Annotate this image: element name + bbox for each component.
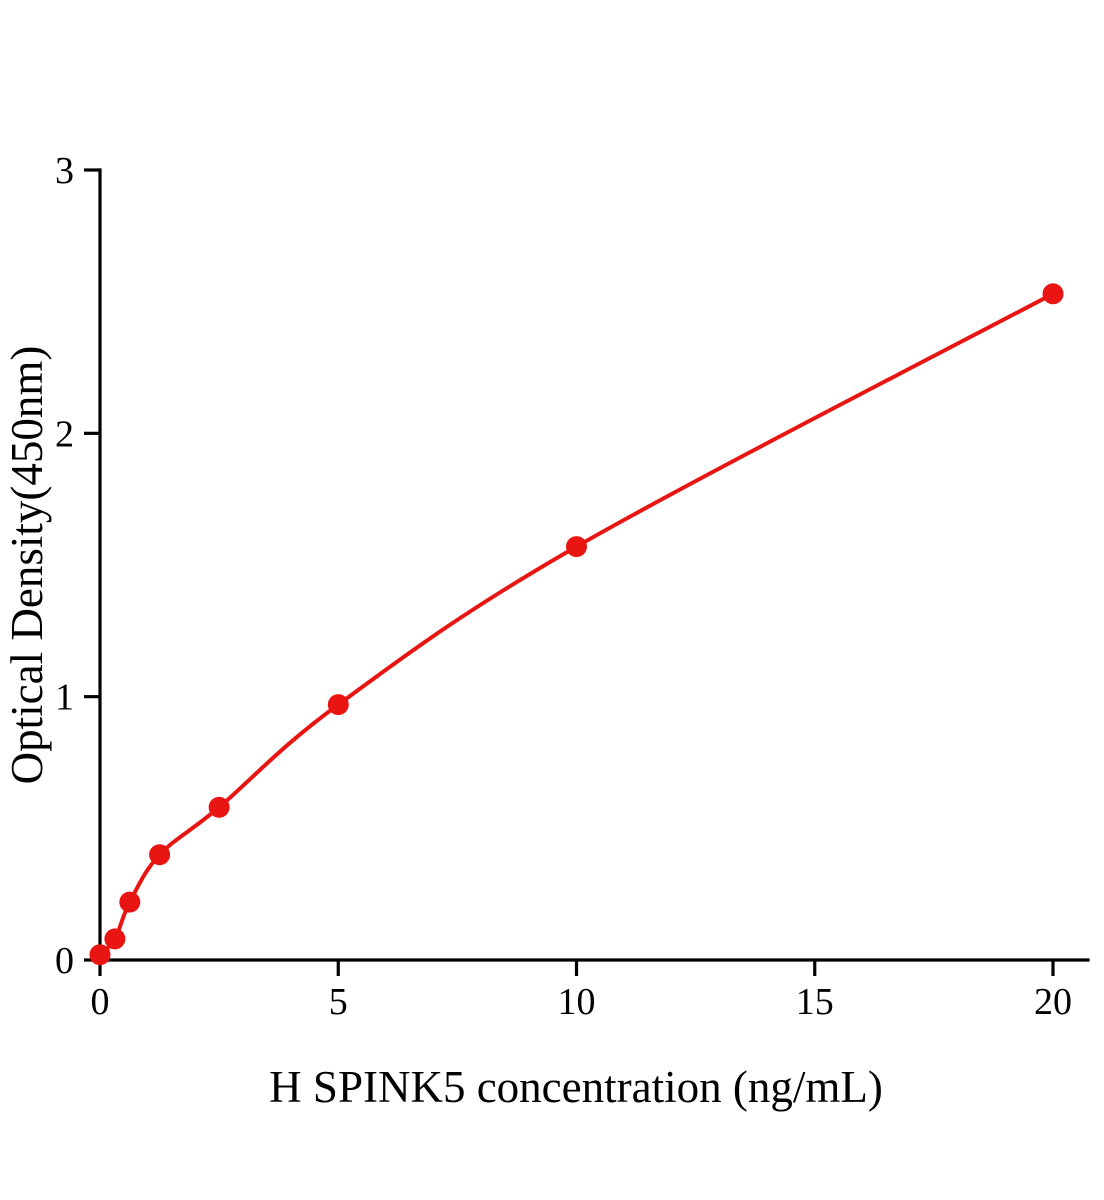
axis-spine	[98, 168, 1090, 962]
data-point-marker	[89, 944, 111, 966]
data-point-marker	[104, 928, 126, 950]
data-point-marker	[208, 796, 230, 818]
x-tick-label: 10	[558, 981, 596, 1023]
y-tick-label: 2	[55, 413, 74, 455]
y-tick-label: 1	[55, 677, 74, 719]
standard-curve-line	[98, 291, 1055, 957]
axes-layer	[98, 168, 1090, 962]
x-axis-label: H SPINK5 concentration (ng/mL)	[269, 1062, 883, 1112]
data-series-layer	[89, 283, 1064, 966]
y-axis-label: Optical Density(450nm)	[2, 346, 52, 785]
x-tick-label: 5	[329, 981, 348, 1023]
y-tick-label: 0	[55, 940, 74, 982]
x-tick-label: 0	[91, 981, 110, 1023]
data-point-marker	[327, 694, 349, 716]
data-point-marker	[149, 844, 171, 866]
data-point-marker	[566, 536, 587, 558]
data-point-marker	[1042, 283, 1064, 305]
data-point-marker	[119, 891, 141, 913]
y-tick-label: 3	[55, 150, 74, 192]
x-tick-label: 15	[796, 981, 834, 1023]
tick-marks-layer: 0 5 10 15 20 0 1 2 3	[55, 150, 1072, 1023]
x-tick-label: 20	[1034, 981, 1072, 1023]
